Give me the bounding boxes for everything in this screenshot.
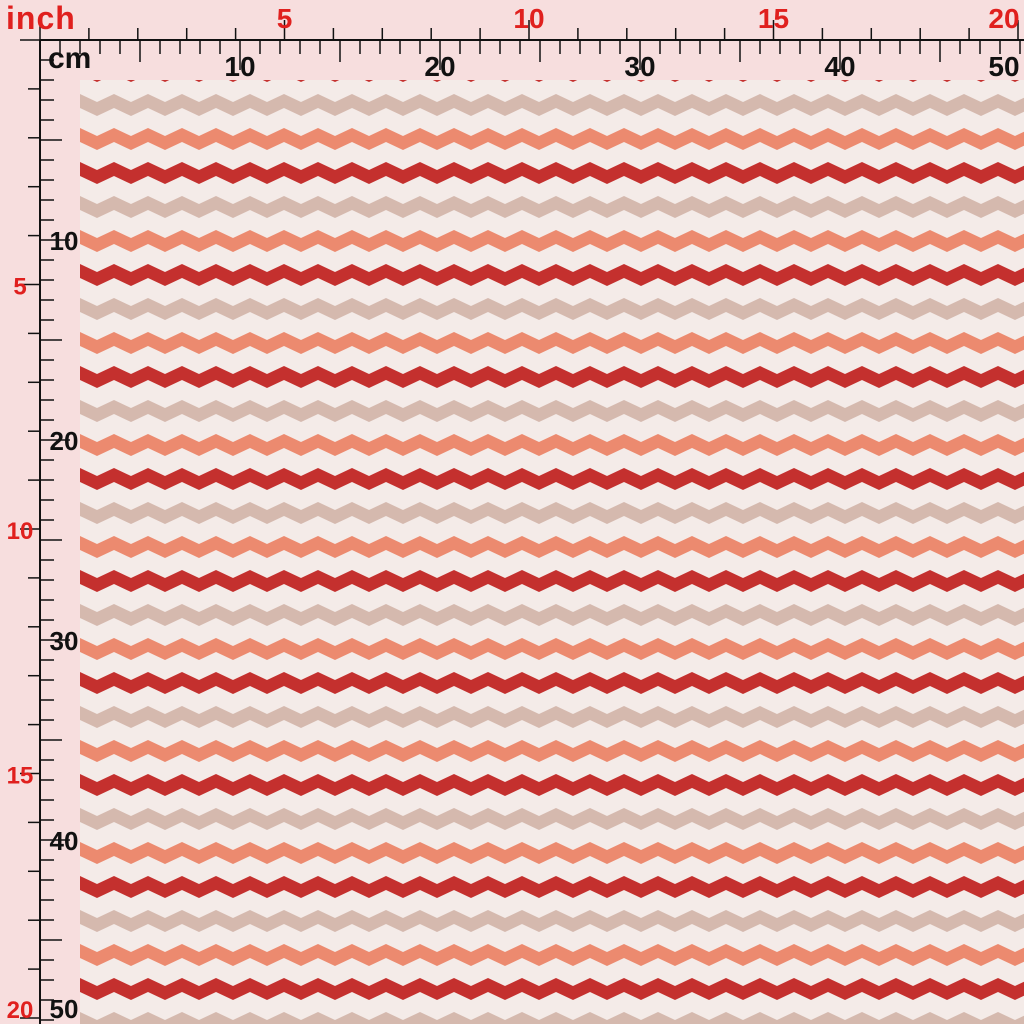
chevron-pattern <box>80 80 1024 1024</box>
top-cm-label: 50 <box>988 51 1019 82</box>
inch-unit-label: inch <box>6 0 76 36</box>
zigzag-stripe-taupe <box>80 706 1024 728</box>
zigzag-stripe-taupe <box>80 400 1024 422</box>
zigzag-stripe-red <box>80 978 1024 1000</box>
zigzag-stripe-coral <box>80 842 1024 864</box>
left-inch-label: 5 <box>13 274 26 301</box>
zigzag-stripe-red <box>80 468 1024 490</box>
left-inch-label: 10 <box>7 518 34 545</box>
zigzag-stripe-coral <box>80 944 1024 966</box>
left-cm-label: 20 <box>50 426 79 456</box>
zigzag-stripe-taupe <box>80 502 1024 524</box>
zigzag-stripe-red <box>80 264 1024 286</box>
zigzag-stripe-coral <box>80 128 1024 150</box>
zigzag-stripe-red <box>80 774 1024 796</box>
zigzag-stripe-taupe <box>80 808 1024 830</box>
fabric-swatch <box>80 80 1024 1024</box>
left-inch-label: 15 <box>7 763 34 790</box>
zigzag-stripe-red <box>80 876 1024 898</box>
left-cm-label: 10 <box>50 226 79 256</box>
top-inch-label: 20 <box>988 3 1019 34</box>
left-cm-label: 50 <box>50 994 79 1024</box>
zigzag-stripe-red <box>80 570 1024 592</box>
zigzag-stripe-taupe <box>80 1012 1024 1024</box>
top-cm-label: 10 <box>224 51 255 82</box>
zigzag-stripe-taupe <box>80 604 1024 626</box>
top-cm-label: 40 <box>824 51 855 82</box>
left-inch-label: 20 <box>7 997 34 1024</box>
zigzag-stripe-taupe <box>80 298 1024 320</box>
left-cm-label: 40 <box>50 826 79 856</box>
zigzag-stripe-coral <box>80 740 1024 762</box>
cm-unit-label: cm <box>48 42 92 75</box>
zigzag-stripe-taupe <box>80 196 1024 218</box>
zigzag-stripe-coral <box>80 536 1024 558</box>
top-inch-label: 10 <box>513 3 544 34</box>
zigzag-stripe-coral <box>80 332 1024 354</box>
top-inch-label: 5 <box>277 3 293 34</box>
zigzag-stripe-taupe <box>80 910 1024 932</box>
zigzag-stripe-taupe <box>80 94 1024 116</box>
zigzag-stripe-coral <box>80 638 1024 660</box>
left-cm-label: 30 <box>50 626 79 656</box>
top-cm-label: 30 <box>624 51 655 82</box>
zigzag-stripe-red <box>80 366 1024 388</box>
zigzag-stripe-coral <box>80 434 1024 456</box>
zigzag-stripe-red <box>80 162 1024 184</box>
zigzag-stripe-red <box>80 672 1024 694</box>
zigzag-stripe-coral <box>80 230 1024 252</box>
top-cm-label: 20 <box>424 51 455 82</box>
top-inch-label: 15 <box>758 3 789 34</box>
